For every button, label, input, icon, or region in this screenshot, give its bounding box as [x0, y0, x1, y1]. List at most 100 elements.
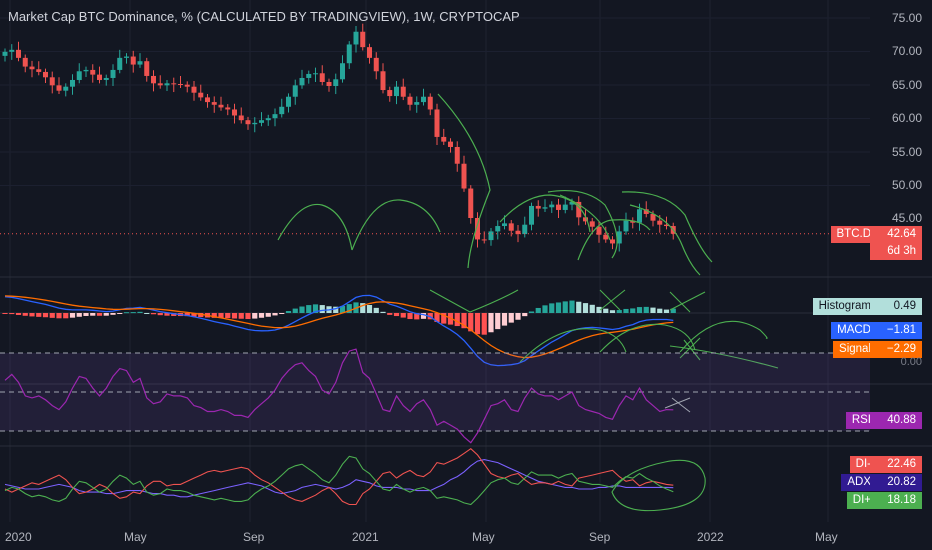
candle-body [535, 205, 541, 209]
candle-body [542, 207, 548, 209]
trend-arc-drawing [577, 219, 651, 261]
candle-body [461, 163, 467, 189]
candle-body [421, 96, 426, 103]
trend-arc-drawing [559, 194, 611, 241]
histogram-bar [535, 307, 541, 313]
candle-body [279, 106, 285, 115]
trend-arc-drawing [437, 93, 491, 269]
candle-body [103, 77, 109, 80]
candle-body [502, 223, 507, 227]
candle-body [387, 90, 393, 97]
histogram-bar [650, 307, 656, 313]
histogram-bar [616, 310, 622, 313]
macd-drawing [469, 289, 519, 313]
candle-body [198, 92, 204, 98]
candle-body [596, 226, 602, 235]
last-price-tag: 42.64 [870, 226, 922, 243]
histogram-bar [144, 313, 150, 314]
histogram-bar [306, 305, 312, 313]
chart-title: Market Cap BTC Dominance, % (CALCULATED … [8, 9, 520, 24]
candle-body [137, 61, 143, 65]
candle-body [373, 57, 379, 72]
macd-drawing [599, 289, 621, 311]
histogram-bar [117, 313, 123, 314]
histogram-bar [387, 313, 393, 315]
candle-body [43, 71, 48, 78]
candle-body [495, 226, 501, 232]
time-axis-label: 2022 [697, 530, 724, 544]
candle-body [664, 224, 669, 227]
price-axis-label: 65.00 [891, 78, 922, 92]
histogram-bar [589, 304, 595, 313]
candle-body [225, 107, 231, 110]
histogram-bar [515, 313, 521, 320]
candle-body [286, 96, 291, 107]
macd-value: −1.81 [870, 322, 922, 339]
macd-drawing [669, 291, 706, 311]
candle-body [110, 69, 116, 78]
time-axis-label: May [815, 530, 838, 544]
histogram-bar [663, 309, 670, 313]
candle-body [407, 96, 413, 105]
candle-body [211, 102, 217, 105]
histogram-bar [171, 313, 177, 316]
histogram-bar [69, 313, 76, 318]
candle-body [333, 79, 339, 87]
candle-body [434, 109, 440, 137]
candle-body [637, 209, 642, 223]
trend-arc-drawing [351, 199, 441, 251]
trend-arc-drawing [499, 194, 591, 233]
candle-body [589, 221, 595, 227]
histogram-bar [346, 304, 352, 313]
symbol-tag: BTC.D [830, 226, 877, 243]
candle-body [178, 84, 183, 85]
histogram-bar [474, 313, 481, 335]
candle-body [522, 224, 528, 235]
histogram-bar [150, 313, 157, 315]
histogram-bar [643, 306, 649, 313]
macd-axis-label: 0.00 [900, 356, 922, 368]
candle-body [610, 239, 615, 244]
price-axis-label: 70.00 [891, 44, 922, 58]
histogram-bar [630, 308, 636, 313]
histogram-bar [569, 300, 575, 313]
time-axis-label: Sep [589, 530, 611, 544]
candle-body [475, 218, 480, 240]
rsi-value: 40.88 [870, 412, 922, 429]
histogram-bar [508, 313, 514, 323]
dmi-drawing [611, 459, 706, 512]
candle-body [562, 204, 568, 210]
histogram-bar [137, 311, 143, 313]
histogram-bar [252, 313, 258, 319]
histogram-bar [522, 313, 528, 317]
candle-body [468, 188, 474, 218]
adx-line [4, 459, 674, 498]
histogram-bar [319, 305, 325, 313]
candle-body [259, 120, 264, 123]
price-axis-label: 45.00 [891, 211, 922, 225]
di-minus-line [4, 447, 674, 506]
candle-body [218, 104, 224, 108]
candle-body [367, 47, 372, 58]
histogram-bar [265, 313, 271, 317]
histogram-bar [285, 311, 292, 313]
histogram-bar [198, 313, 204, 318]
candle-body [164, 83, 170, 86]
di-plus-value: 18.18 [870, 492, 922, 509]
histogram-bar [360, 303, 366, 313]
candle-body [360, 31, 366, 48]
histogram-bar [434, 313, 440, 322]
histogram-bar [9, 313, 15, 315]
macd-label: MACD [831, 322, 877, 339]
candle-body [427, 96, 433, 110]
candle-body [603, 234, 609, 240]
time-axis-label: 2020 [5, 530, 32, 544]
time-axis-label: Sep [243, 530, 265, 544]
histogram-bar [191, 313, 197, 317]
di-minus-value: 22.46 [870, 456, 922, 473]
histogram-bar [63, 313, 69, 319]
adx-value: 20.82 [870, 474, 922, 491]
candle-body [16, 49, 21, 58]
histogram-bar [407, 313, 413, 320]
